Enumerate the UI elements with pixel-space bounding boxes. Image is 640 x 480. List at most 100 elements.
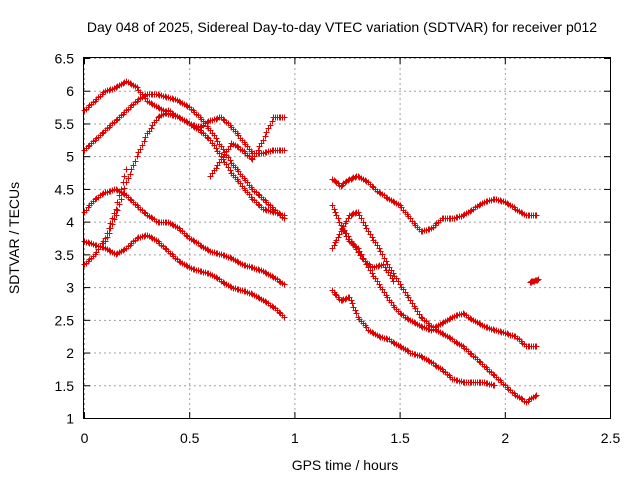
data-point — [142, 134, 149, 141]
data-point — [281, 114, 288, 121]
data-point — [113, 206, 120, 213]
data-point — [113, 117, 120, 124]
data-point — [355, 209, 362, 216]
data-point — [348, 297, 355, 304]
data-point — [532, 393, 539, 400]
data-point — [352, 210, 359, 217]
data-point — [281, 281, 288, 288]
data-point — [339, 297, 346, 304]
data-point — [162, 245, 169, 252]
y-tick-label: 1 — [66, 411, 74, 427]
x-tick-label: 0 — [81, 430, 89, 446]
data-point — [369, 183, 376, 190]
data-point — [220, 154, 227, 161]
data-point — [255, 201, 262, 208]
data-point — [390, 278, 397, 285]
data-point — [134, 235, 141, 242]
data-point — [352, 307, 359, 314]
data-point — [331, 242, 338, 249]
data-point — [331, 206, 338, 213]
data-point — [276, 309, 283, 316]
series-arc-13 — [527, 276, 542, 286]
data-point — [281, 314, 288, 321]
data-point — [335, 215, 342, 222]
data-point — [353, 310, 360, 317]
axis-ticks: 0 0.5 1 1.5 2 2.5 1 1.5 2 2.5 3 3.5 4 4.5 5 5.5 6 6.5 — [55, 51, 621, 447]
data-point — [137, 146, 144, 153]
data-point — [127, 196, 134, 203]
y-tick-label: 3.5 — [55, 247, 75, 263]
data-point — [121, 173, 128, 180]
data-point — [111, 210, 118, 217]
x-tick-label: 0.5 — [180, 430, 200, 446]
y-axis-label: SDTVAR / TECUs — [6, 182, 22, 294]
y-tick-label: 4.5 — [55, 181, 75, 197]
y-tick-label: 2 — [66, 345, 74, 361]
data-point — [134, 84, 141, 91]
data-point — [234, 143, 241, 150]
data-point — [362, 222, 369, 229]
data-point — [359, 255, 366, 262]
data-point — [490, 371, 497, 378]
data-point — [269, 118, 276, 125]
data-point — [118, 186, 125, 193]
data-point — [397, 281, 404, 288]
x-axis-label: GPS time / hours — [292, 457, 399, 473]
data-point — [102, 235, 109, 242]
data-point — [262, 133, 269, 140]
data-point — [162, 93, 169, 100]
series-arc-7 — [81, 166, 130, 268]
data-point — [141, 138, 148, 145]
data-point — [139, 142, 146, 149]
data-point — [382, 264, 389, 271]
data-point — [132, 158, 139, 165]
x-tick-label: 2.5 — [601, 430, 621, 446]
data-point — [358, 215, 365, 222]
data-point — [329, 202, 336, 209]
data-point — [169, 95, 176, 102]
data-point — [125, 175, 132, 182]
data-point — [109, 215, 116, 222]
data-point — [104, 230, 111, 237]
data-point — [476, 358, 483, 365]
y-tick-label: 6 — [66, 83, 74, 99]
data-point — [349, 175, 356, 182]
y-tick-label: 5 — [66, 149, 74, 165]
grid — [84, 58, 611, 419]
data-point — [134, 153, 141, 160]
data-point — [106, 225, 113, 232]
series-arc-1 — [81, 78, 288, 219]
series-arc-5 — [81, 186, 288, 288]
data-point — [183, 232, 190, 239]
data-point — [349, 300, 356, 307]
data-point — [375, 263, 382, 270]
x-tick-label: 1.5 — [390, 430, 410, 446]
data-point — [518, 395, 525, 402]
series-arc-3 — [102, 107, 288, 245]
data-point — [281, 147, 288, 154]
data-point — [255, 147, 262, 154]
data-point — [267, 122, 274, 129]
data-point — [255, 191, 262, 198]
data-points — [81, 78, 542, 406]
data-point — [534, 277, 541, 284]
data-point — [383, 335, 390, 342]
data-point — [255, 266, 262, 273]
data-point — [491, 382, 498, 389]
data-point — [418, 323, 425, 330]
data-point — [262, 206, 269, 213]
data-point — [389, 275, 396, 282]
series-arc-12 — [338, 222, 397, 285]
data-point — [533, 392, 540, 399]
data-point — [535, 276, 542, 283]
data-point — [106, 87, 113, 94]
series-arc-11 — [329, 287, 498, 389]
data-point — [141, 209, 148, 216]
data-point — [148, 125, 155, 132]
data-point — [497, 197, 504, 204]
data-point — [379, 251, 386, 258]
data-point — [418, 314, 425, 321]
data-point — [281, 215, 288, 222]
data-point — [116, 192, 123, 199]
